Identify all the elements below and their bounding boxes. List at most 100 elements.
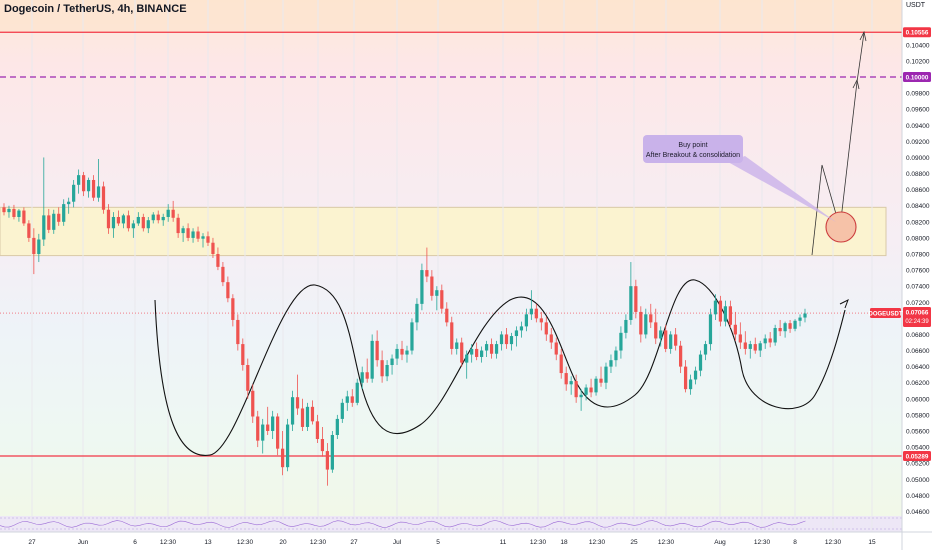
candle-body-10 <box>52 213 56 230</box>
price-label-support: 0.05289 <box>906 453 929 460</box>
candle-body-81 <box>405 350 409 355</box>
candle-body-152 <box>758 343 762 351</box>
drawings-layer: Buy point After Breakout & consolidation <box>154 30 867 456</box>
candle-body-120 <box>599 378 603 383</box>
candle-body-20 <box>101 186 106 210</box>
candle-body-51 <box>256 416 260 441</box>
candle-body-73 <box>365 372 369 379</box>
candle-body-129 <box>644 314 648 335</box>
candle-body-146 <box>728 306 732 325</box>
candle-body-93 <box>465 354 469 363</box>
y-tick-24: 0.05200 <box>906 461 930 468</box>
y-tick-6: 0.09000 <box>906 155 930 162</box>
candle-body-25 <box>126 215 130 229</box>
x-tick-6: 20 <box>279 539 287 546</box>
candle-body-159 <box>793 320 797 329</box>
x-tick-18: 12:30 <box>754 539 771 546</box>
candle-body-47 <box>236 319 240 345</box>
candle-body-147 <box>733 324 737 335</box>
x-tick-9: Jul <box>393 539 402 546</box>
x-tick-11: 11 <box>500 539 507 546</box>
x-tick-7: 12:30 <box>310 539 327 546</box>
candle-body-69 <box>345 396 349 403</box>
candle-body-128 <box>639 311 643 335</box>
price-label-support-bg <box>903 451 931 461</box>
candle-body-119 <box>594 378 598 393</box>
candle-body-45 <box>226 282 230 299</box>
candle-body-161 <box>803 313 807 318</box>
candle-body-40 <box>201 236 205 239</box>
resistance-zone <box>0 206 887 257</box>
y-tick-23: 0.05400 <box>906 445 930 452</box>
candle-body-79 <box>395 348 399 359</box>
y-tick-2: 0.09800 <box>906 91 930 98</box>
price-labels-layer: 0.10556 0.10000 0.05289 0.07066 02:24:39DOGE… <box>868 27 931 461</box>
candle-body-111 <box>554 342 558 355</box>
candle-body-135 <box>674 334 678 346</box>
candle-body-99 <box>494 344 499 354</box>
forecast-arrowhead-2 <box>859 30 867 42</box>
x-tick-21: 15 <box>868 539 876 546</box>
y-tick-20: 0.06000 <box>906 396 930 403</box>
chart-title: Dogecoin / TetherUS, 4h, BINANCE <box>4 3 187 15</box>
candle-body-105 <box>524 314 529 327</box>
candle-body-61 <box>305 406 310 427</box>
chart-background <box>0 0 902 532</box>
candle-body-62 <box>310 406 315 422</box>
indicator-pane <box>0 516 902 532</box>
time-scale-background <box>0 532 932 550</box>
buy-point-circle <box>825 211 857 243</box>
candle-body-123 <box>614 350 618 361</box>
candles-layer <box>0 157 902 530</box>
y-tick-13: 0.07600 <box>906 268 930 275</box>
y-tick-19: 0.06200 <box>906 380 930 387</box>
candle-body-43 <box>216 253 220 267</box>
candle-body-15 <box>77 175 81 185</box>
candle-body-12 <box>62 204 66 222</box>
symbol-tag: DOGEUSDT <box>868 311 902 317</box>
candle-body-126 <box>629 286 633 320</box>
candle-body-107 <box>534 308 538 319</box>
upper-zone-band <box>0 0 902 33</box>
price-label-top-bg <box>903 27 931 38</box>
candle-body-54 <box>271 416 275 431</box>
candle-body-71 <box>355 382 359 403</box>
candle-body-77 <box>385 365 389 377</box>
candle-body-52 <box>261 424 265 441</box>
candle-body-141 <box>703 344 708 355</box>
candle-body-130 <box>649 314 653 323</box>
candle-body-134 <box>669 334 673 349</box>
candle-body-95 <box>475 348 479 357</box>
current-price-value: 0.07066 <box>906 310 929 317</box>
x-tick-8: 27 <box>350 539 358 546</box>
candle-body-11 <box>57 213 61 222</box>
y-tick-15: 0.07200 <box>906 300 930 307</box>
candle-body-118 <box>589 387 593 393</box>
candle-body-39 <box>196 231 200 239</box>
candle-body-35 <box>176 217 180 234</box>
candle-body-33 <box>166 209 170 217</box>
candle-body-64 <box>320 439 325 452</box>
candle-body-21 <box>106 209 111 229</box>
candle-body-67 <box>335 418 339 436</box>
y-tick-11: 0.08000 <box>906 235 930 242</box>
candle-body-70 <box>350 396 354 403</box>
candle-body-90 <box>450 322 454 349</box>
candle-body-4 <box>22 210 26 224</box>
candle-body-17 <box>86 179 91 192</box>
candle-body-48 <box>241 344 245 366</box>
countdown-value: 02:24:39 <box>905 319 929 325</box>
candle-body-157 <box>783 323 787 332</box>
candle-body-3 <box>17 210 21 217</box>
candle-body-109 <box>544 322 548 335</box>
candle-body-108 <box>539 318 543 323</box>
candle-body-85 <box>425 270 429 277</box>
candle-body-138 <box>688 379 693 390</box>
candle-body-24 <box>121 215 126 224</box>
y-tick-7: 0.08800 <box>906 171 930 178</box>
candle-body-106 <box>529 308 533 315</box>
